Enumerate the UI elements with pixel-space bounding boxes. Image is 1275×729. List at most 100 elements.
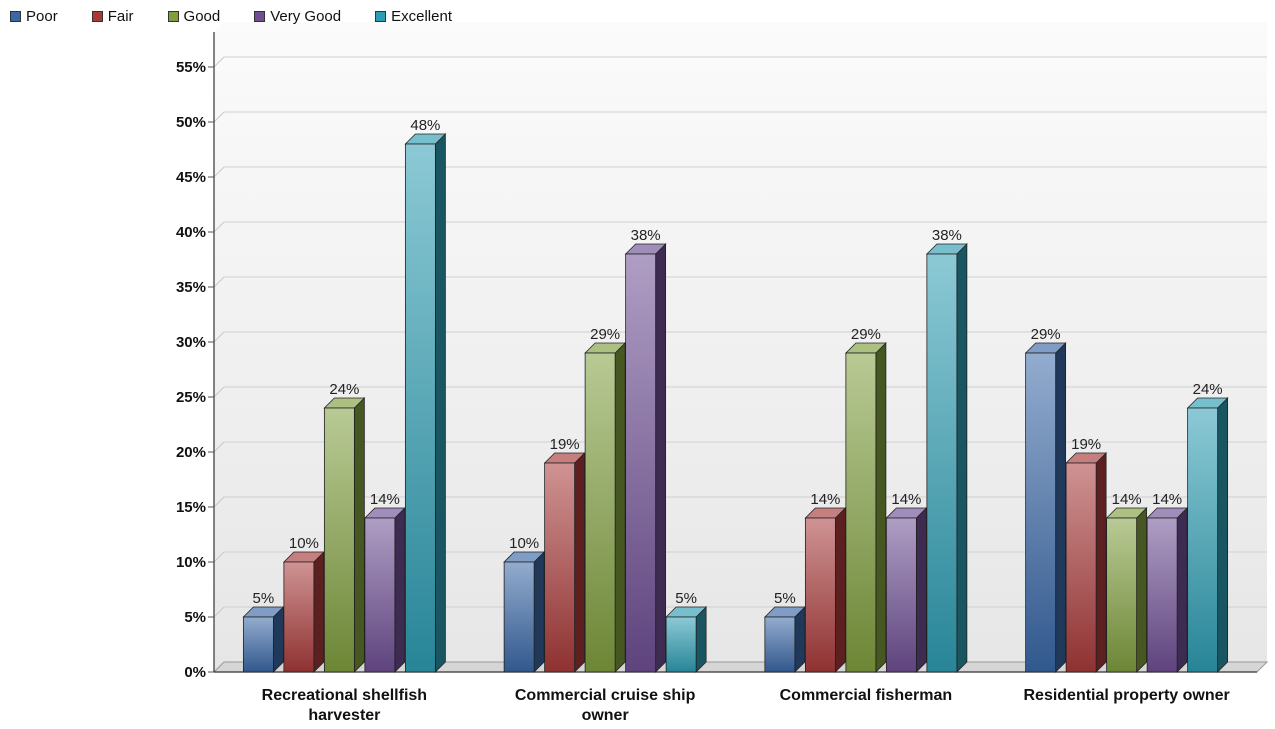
bar-poor <box>242 606 285 673</box>
gridline <box>213 166 225 178</box>
bar-side <box>1055 342 1067 673</box>
bar-front <box>323 407 355 673</box>
legend-label: Very Good <box>270 7 342 25</box>
bar-good <box>584 342 627 673</box>
legend-label: Poor <box>26 7 58 25</box>
bars <box>242 133 1229 673</box>
x-category-label: owner <box>582 707 629 724</box>
gridline <box>213 331 225 343</box>
bar-side <box>794 606 806 673</box>
data-label: 24% <box>1193 381 1223 398</box>
data-label: 5% <box>253 590 275 607</box>
bar-side <box>1217 397 1229 673</box>
legend-item-fair: Fair <box>91 8 134 25</box>
bar-front <box>804 517 836 673</box>
legend-item-good: Good <box>167 7 221 25</box>
x-category-label: harvester <box>308 707 380 724</box>
bar-side <box>574 452 586 673</box>
plot-area <box>214 22 1267 672</box>
bar-front <box>926 253 958 673</box>
bar-good <box>1105 507 1148 673</box>
data-label: 14% <box>370 491 400 508</box>
bar-fair <box>1065 452 1108 673</box>
bar-poor <box>763 606 806 673</box>
bar-side <box>272 606 284 673</box>
bar-front <box>242 616 274 673</box>
legend-label: Excellent <box>391 7 452 25</box>
legend-swatch <box>10 10 21 22</box>
gridline <box>213 221 225 233</box>
data-label: 14% <box>891 491 921 508</box>
legend-swatch <box>375 10 387 22</box>
bar-side <box>655 243 667 673</box>
x-category-label: Residential property owner <box>1023 687 1229 704</box>
data-label: 29% <box>1031 326 1061 343</box>
gridline <box>213 606 225 618</box>
y-tick-label: 30% <box>176 334 206 351</box>
legend-swatch <box>91 10 103 22</box>
x-axis-categories: Recreational shellfish harvester Commercia… <box>262 687 1230 724</box>
bar-excellent <box>925 243 968 673</box>
y-tick-label: 20% <box>176 444 206 461</box>
gridline <box>213 386 225 398</box>
bar-excellent <box>1186 397 1229 673</box>
data-labels: 5% 10% 24% 14% 48% 10% 19% 29% 38% 5% 5% 14% 29% 14% 3… <box>253 117 1223 607</box>
legend: Poor Fair Good Very Good Excellent <box>10 6 486 26</box>
bar-side <box>614 342 626 673</box>
bar-poor <box>1024 342 1067 673</box>
data-label: 29% <box>590 326 620 343</box>
bar-side <box>1176 507 1188 673</box>
y-tick-label: 5% <box>184 609 206 626</box>
legend-label: Good <box>183 7 221 25</box>
bar-excellent <box>665 606 708 673</box>
data-label: 14% <box>810 491 840 508</box>
y-tick-label: 40% <box>176 224 206 241</box>
legend-item-excellent: Excellent <box>375 8 452 25</box>
data-label: 14% <box>1152 491 1182 508</box>
data-label: 48% <box>410 117 440 134</box>
bar-poor <box>503 551 546 673</box>
bar-front <box>404 143 436 673</box>
y-tick-label: 35% <box>176 279 206 296</box>
bar-front <box>764 616 796 673</box>
bar-front <box>1146 517 1178 673</box>
bar-front <box>665 616 697 673</box>
gridline <box>213 56 225 68</box>
gridline <box>213 551 225 563</box>
legend-swatch <box>254 10 266 22</box>
data-label: 38% <box>631 227 661 244</box>
bar-excellent <box>404 133 447 673</box>
data-label: 10% <box>289 535 319 552</box>
bar-side <box>353 397 365 673</box>
bar-very-good <box>363 507 406 673</box>
bar-front <box>1065 462 1097 673</box>
bar-fair <box>804 507 847 673</box>
x-category-label: Recreational shellfish <box>262 687 427 704</box>
x-category-label: Commercial cruise ship <box>515 687 696 704</box>
bar-side <box>956 243 968 673</box>
bar-front <box>1106 517 1138 673</box>
bar-side <box>533 551 545 673</box>
bar-side <box>434 133 446 673</box>
bar-good <box>844 342 887 673</box>
bar-front <box>503 561 535 673</box>
bar-front <box>1187 407 1219 673</box>
bar-side <box>1095 452 1107 673</box>
bar-side <box>915 507 927 673</box>
x-category-label: Commercial fisherman <box>780 687 953 704</box>
bar-front <box>885 517 917 673</box>
data-label: 10% <box>509 535 539 552</box>
bar-front <box>283 561 315 673</box>
bar-fair <box>282 551 325 673</box>
bar-side <box>394 507 406 673</box>
bar-side <box>695 606 707 673</box>
y-tick-label: 55% <box>176 59 206 76</box>
y-tick-label: 25% <box>176 389 206 406</box>
data-label: 19% <box>1071 436 1101 453</box>
bar-very-good <box>885 507 928 673</box>
plot-background <box>214 22 1267 672</box>
bar-fair <box>543 452 586 673</box>
bar-side <box>834 507 846 673</box>
y-tick-label: 10% <box>176 554 206 571</box>
legend-swatch <box>167 10 179 22</box>
